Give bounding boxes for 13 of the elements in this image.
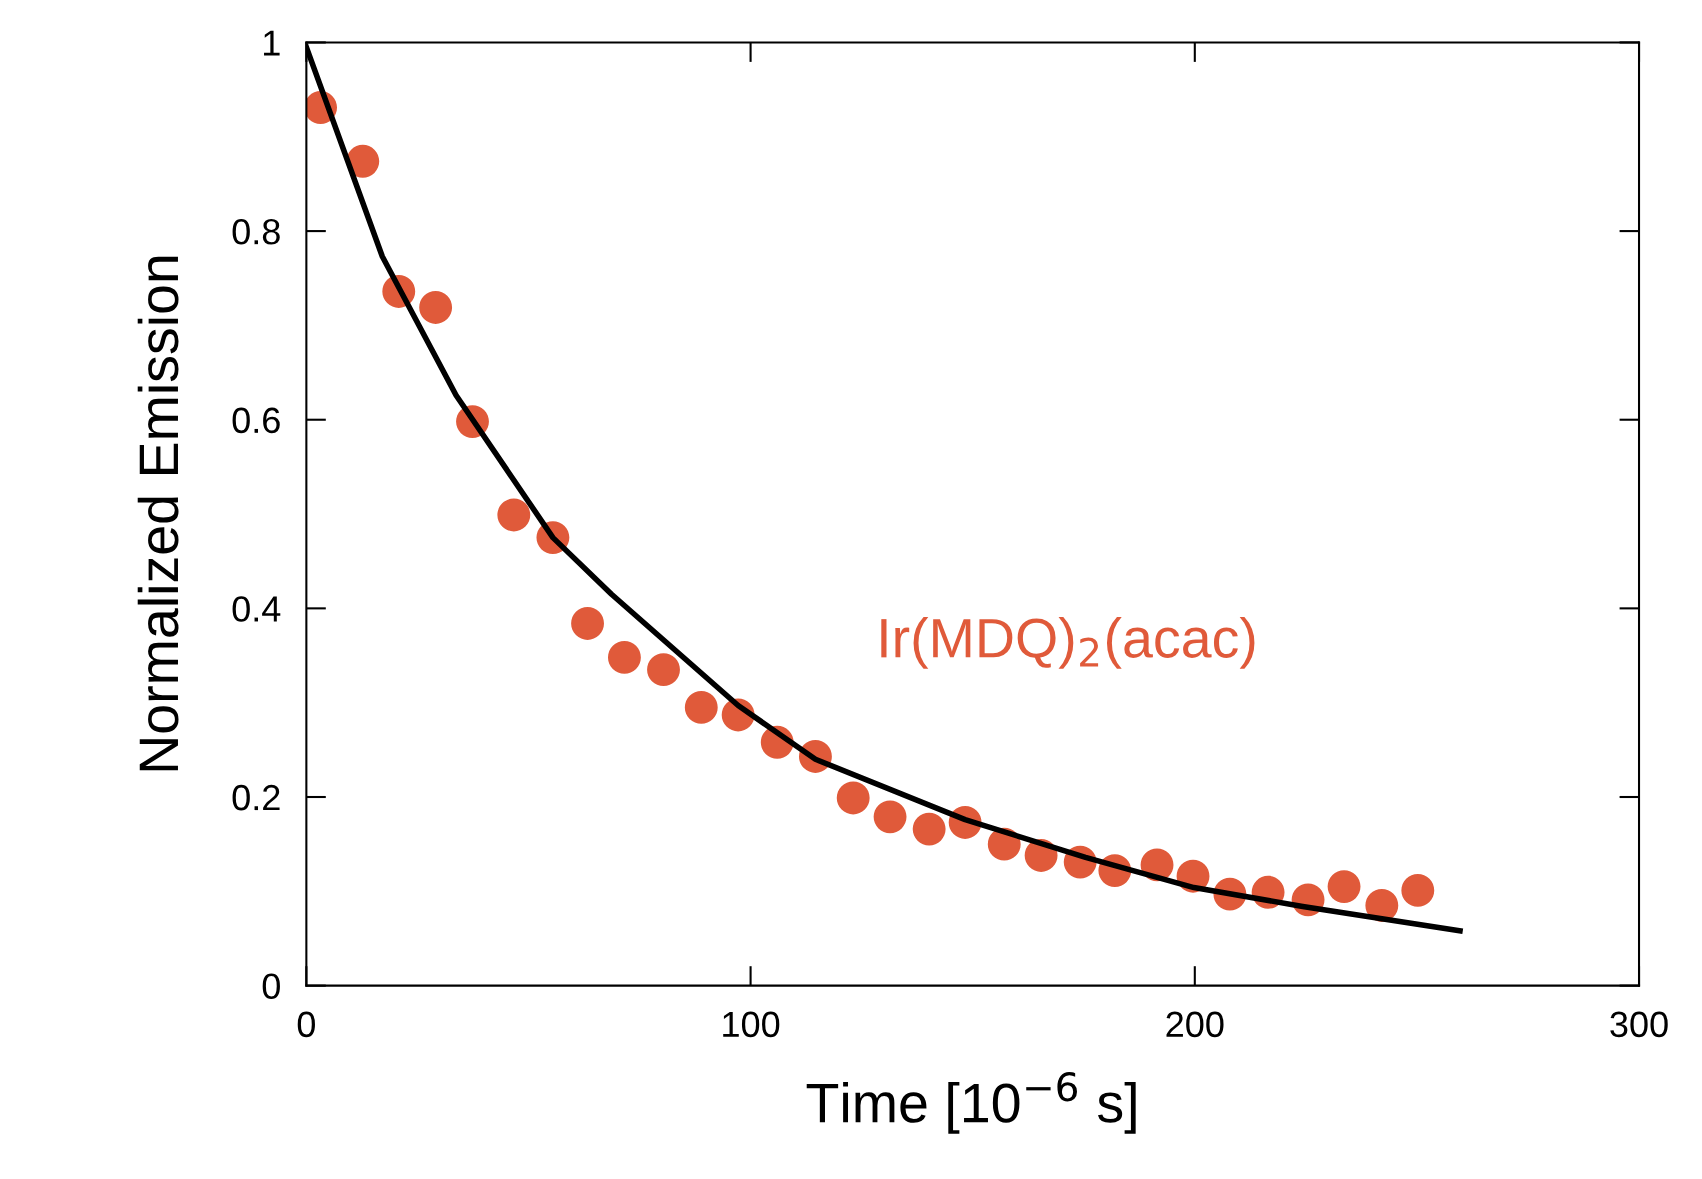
x-tick-label: 300	[1610, 1011, 1668, 1038]
x-axis-title: Time [10$^{−6}$ s]	[806, 1072, 1136, 1134]
y-tick-label: 1	[264, 30, 280, 56]
y-tick-label: 0.8	[232, 218, 280, 245]
x-tick-label: 200	[1166, 1011, 1224, 1038]
x-tick-label: 0	[297, 1011, 315, 1038]
y-tick-label: 0.6	[232, 407, 280, 434]
series-label: Ir(MDQ)$_{2}$(acac)	[881, 617, 1255, 669]
y-axis-title: Normalized Emission	[137, 256, 179, 771]
x-tick-label: 100	[723, 1011, 780, 1038]
y-tick-label: 0.4	[232, 596, 281, 622]
y-tick-label: 0.2	[232, 784, 280, 811]
y-tick-label: 0	[262, 973, 280, 1000]
